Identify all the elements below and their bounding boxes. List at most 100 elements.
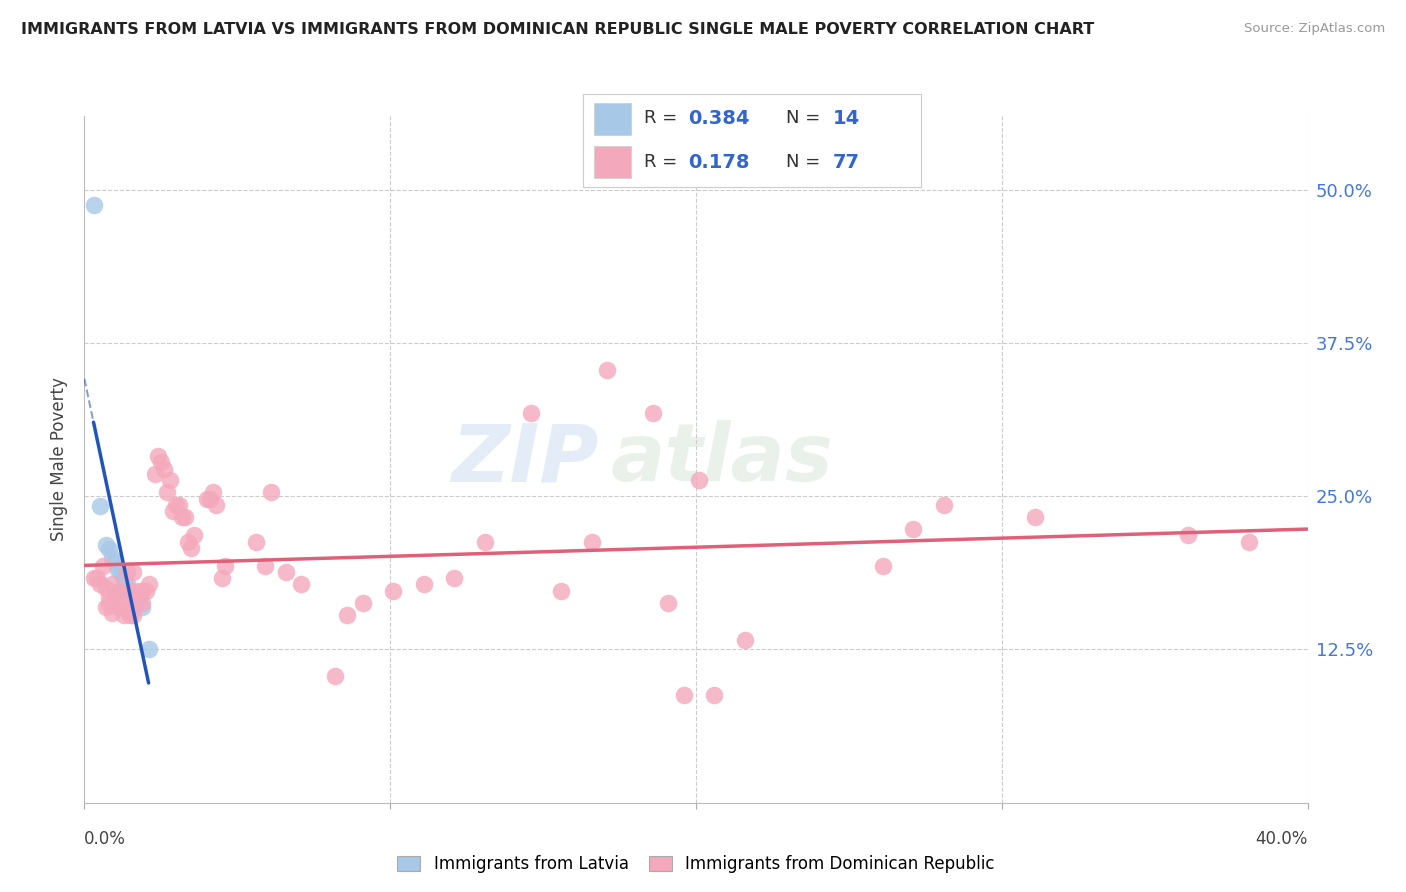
Point xyxy=(83,571,105,585)
Point xyxy=(1024,510,1046,524)
Point xyxy=(120,583,142,598)
Text: N =: N = xyxy=(786,153,825,171)
Point xyxy=(143,467,166,482)
Point xyxy=(112,596,135,610)
Point xyxy=(550,583,572,598)
Point xyxy=(153,462,176,476)
Point xyxy=(932,498,955,512)
Point xyxy=(94,581,117,595)
Point xyxy=(734,632,756,647)
Point xyxy=(101,577,124,591)
Point xyxy=(104,555,127,570)
Point xyxy=(149,455,172,469)
Point xyxy=(412,577,434,591)
Point xyxy=(290,577,312,591)
Point xyxy=(97,597,120,611)
Point xyxy=(125,590,148,604)
Text: 0.178: 0.178 xyxy=(688,153,749,171)
Point xyxy=(167,498,190,512)
Point xyxy=(101,550,124,565)
Point xyxy=(382,583,405,598)
Point xyxy=(115,603,138,617)
Point xyxy=(162,504,184,518)
Point xyxy=(107,585,129,599)
Point xyxy=(581,534,603,549)
Point xyxy=(101,606,124,620)
Text: IMMIGRANTS FROM LATVIA VS IMMIGRANTS FROM DOMINICAN REPUBLIC SINGLE MALE POVERTY: IMMIGRANTS FROM LATVIA VS IMMIGRANTS FRO… xyxy=(21,22,1094,37)
Point xyxy=(110,583,132,598)
Point xyxy=(872,559,894,574)
Point xyxy=(205,498,228,512)
Point xyxy=(672,688,695,702)
Text: 77: 77 xyxy=(834,153,860,171)
Text: atlas: atlas xyxy=(610,420,834,499)
Legend: Immigrants from Latvia, Immigrants from Dominican Republic: Immigrants from Latvia, Immigrants from … xyxy=(396,855,995,873)
Point xyxy=(91,559,114,574)
Point xyxy=(336,608,359,623)
Point xyxy=(156,485,179,500)
Point xyxy=(596,363,619,377)
Y-axis label: Single Male Poverty: Single Male Poverty xyxy=(51,377,69,541)
Point xyxy=(177,534,200,549)
Point xyxy=(125,596,148,610)
Point xyxy=(1177,528,1199,542)
Point xyxy=(172,510,194,524)
Text: R =: R = xyxy=(644,153,683,171)
Point xyxy=(165,498,187,512)
Point xyxy=(174,510,197,524)
Point xyxy=(180,541,202,555)
Point xyxy=(120,583,142,598)
Point xyxy=(107,563,129,577)
Text: Source: ZipAtlas.com: Source: ZipAtlas.com xyxy=(1244,22,1385,36)
Point xyxy=(110,566,132,581)
Point xyxy=(520,406,543,420)
Point xyxy=(1239,534,1261,549)
Point xyxy=(138,577,160,591)
Point xyxy=(131,583,153,598)
Point xyxy=(122,608,145,623)
Point xyxy=(703,688,725,702)
Point xyxy=(110,593,132,607)
Point xyxy=(146,449,169,463)
Point xyxy=(276,566,298,580)
Point xyxy=(183,528,205,542)
Point xyxy=(120,608,142,623)
Point xyxy=(688,473,710,487)
Point xyxy=(89,577,111,591)
Point xyxy=(245,534,267,549)
Point xyxy=(211,571,233,585)
Point xyxy=(443,571,465,585)
Point xyxy=(125,583,148,598)
Bar xyxy=(593,103,631,135)
Point xyxy=(112,575,135,590)
Text: R =: R = xyxy=(644,110,683,128)
Point xyxy=(214,559,236,574)
Point xyxy=(115,566,138,580)
Point xyxy=(104,590,127,604)
Point xyxy=(323,669,346,683)
Text: ZIP: ZIP xyxy=(451,420,598,499)
Point xyxy=(115,577,138,591)
Point xyxy=(159,473,181,487)
Text: 0.384: 0.384 xyxy=(688,109,749,128)
Point xyxy=(107,599,129,614)
Point xyxy=(89,499,111,513)
Point xyxy=(253,559,276,574)
Point xyxy=(201,485,224,500)
Text: 40.0%: 40.0% xyxy=(1256,830,1308,847)
Point xyxy=(94,538,117,552)
Point xyxy=(112,608,135,623)
Point xyxy=(86,571,108,585)
Point xyxy=(135,583,157,598)
Point xyxy=(122,566,145,580)
Point xyxy=(901,522,924,536)
Point xyxy=(97,590,120,604)
Point xyxy=(94,599,117,614)
Point xyxy=(97,541,120,556)
Point xyxy=(260,485,283,500)
Point xyxy=(657,596,679,610)
Point xyxy=(352,596,374,610)
Point xyxy=(195,491,218,506)
Point xyxy=(83,198,105,212)
Point xyxy=(131,599,153,614)
